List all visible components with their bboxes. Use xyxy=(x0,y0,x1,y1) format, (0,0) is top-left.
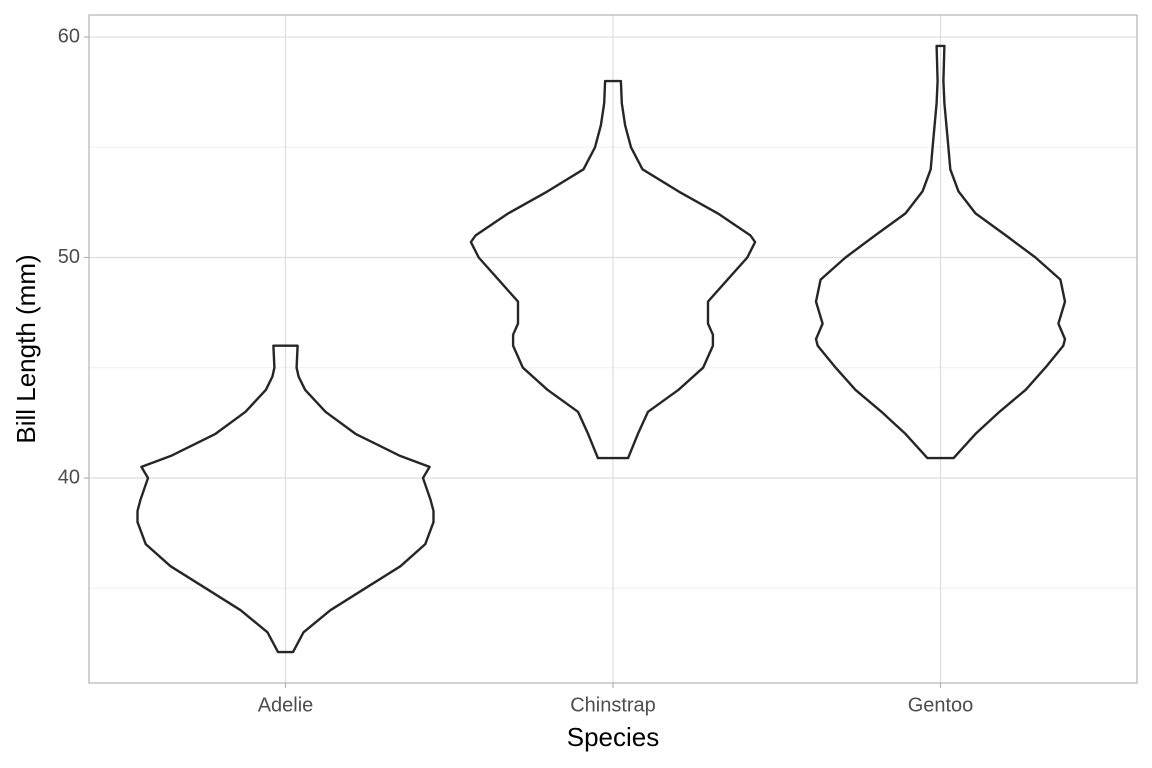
x-tick-label: Gentoo xyxy=(908,694,974,716)
x-axis-title: Species xyxy=(567,722,660,752)
panel-border xyxy=(88,14,1138,684)
y-axis-title: Bill Length (mm) xyxy=(11,254,41,443)
x-tick-label: Chinstrap xyxy=(570,694,656,716)
violin xyxy=(469,79,757,460)
y-tick-label: 50 xyxy=(58,246,80,268)
x-tick-label: Adelie xyxy=(258,694,314,716)
y-tick-label: 60 xyxy=(58,25,80,47)
violin xyxy=(136,344,435,654)
y-tick-label: 40 xyxy=(58,466,80,488)
violin xyxy=(814,44,1067,460)
